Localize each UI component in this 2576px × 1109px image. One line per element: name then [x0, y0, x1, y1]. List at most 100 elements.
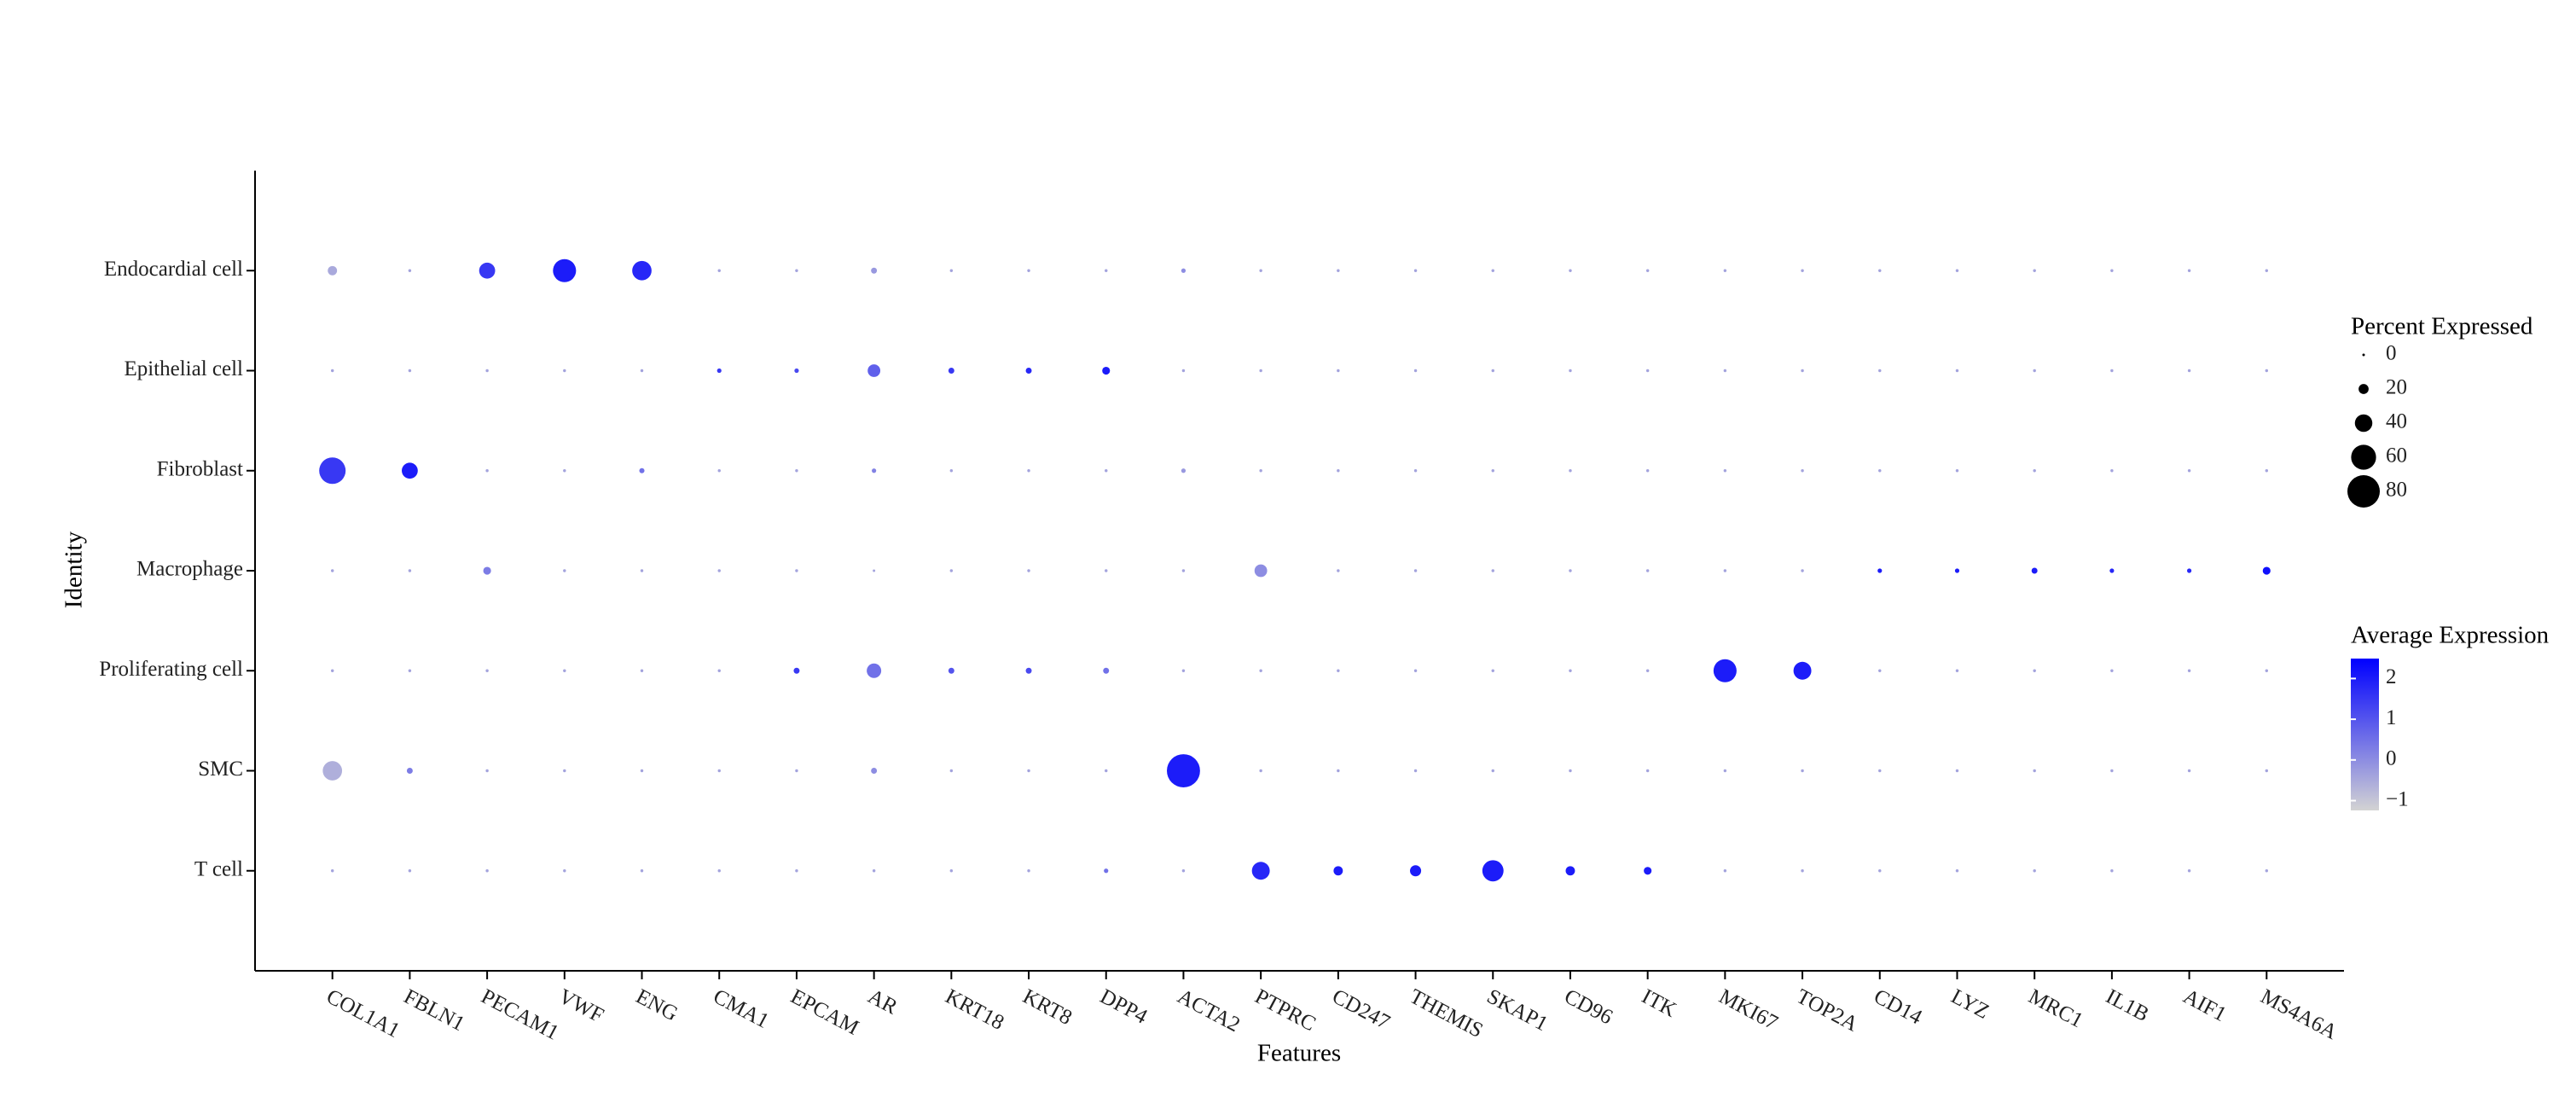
x-tick-label: CD247: [1328, 985, 1393, 1035]
dot: [1645, 469, 1650, 473]
dot: [1569, 469, 1572, 473]
dot: [1337, 569, 1340, 572]
dot: [949, 469, 954, 473]
dot: [2265, 869, 2269, 873]
dot: [485, 369, 489, 373]
x-tick-label: DPP4: [1096, 985, 1152, 1029]
dot: [1181, 369, 1186, 373]
dot: [873, 569, 876, 572]
dot: [1413, 469, 1418, 473]
size-legend-label: 0: [2386, 342, 2397, 365]
dot: [2262, 566, 2271, 575]
dot: [949, 869, 954, 873]
dot: [1259, 369, 1262, 373]
x-tick-label: LYZ: [1947, 985, 1993, 1024]
dot: [1491, 569, 1494, 572]
dot: [1337, 369, 1340, 373]
dot: [2033, 469, 2036, 473]
dot: [640, 769, 644, 773]
x-tick-label: FBLN1: [400, 985, 468, 1036]
dot: [1181, 468, 1186, 473]
dot: [563, 669, 566, 672]
dot: [1027, 469, 1030, 473]
dot: [2265, 769, 2269, 773]
dot: [1337, 469, 1340, 473]
dot: [563, 369, 566, 373]
dot: [328, 265, 338, 276]
y-tick-label: Endocardial cell: [104, 258, 243, 281]
dot: [1569, 269, 1572, 272]
dot: [330, 669, 334, 672]
dot: [1027, 569, 1030, 572]
dot: [1259, 669, 1262, 672]
x-tick-label: KRT8: [1019, 985, 1076, 1030]
dot: [2265, 269, 2269, 272]
dot: [640, 569, 644, 572]
dot: [639, 467, 645, 473]
size-legend-dot: [2347, 475, 2380, 508]
dot: [795, 469, 798, 473]
dot: [949, 569, 954, 572]
size-legend-title: Percent Expressed: [2351, 313, 2533, 340]
dot: [1723, 469, 1727, 473]
dot: [1723, 369, 1727, 373]
color-tick-label: −1: [2386, 787, 2409, 810]
x-tick-label: CMA1: [710, 985, 773, 1033]
x-tick-label: MS4A6A: [2257, 985, 2341, 1044]
dot: [1877, 568, 1883, 573]
x-tick-label: ENG: [632, 985, 682, 1026]
dot: [1103, 667, 1110, 674]
dot: [1955, 269, 1959, 272]
x-tick-label: AR: [864, 985, 902, 1019]
dot: [640, 869, 644, 873]
x-tick-label: IL1B: [2102, 985, 2152, 1027]
dot: [2033, 269, 2036, 272]
size-legend-label: 40: [2386, 410, 2407, 433]
dot: [1565, 866, 1575, 876]
dot: [485, 869, 489, 873]
dot: [717, 669, 721, 672]
dot: [408, 369, 412, 373]
y-tick-label: Macrophage: [136, 558, 243, 581]
dot: [563, 869, 566, 873]
dot: [563, 569, 566, 572]
dot: [1259, 469, 1262, 473]
dot: [2033, 869, 2036, 873]
x-tick-label: CD14: [1870, 985, 1926, 1030]
dot: [2186, 568, 2192, 573]
size-legend-dot: [2358, 384, 2369, 394]
dot: [2033, 369, 2036, 373]
dot: [2033, 769, 2036, 773]
dot: [2187, 669, 2191, 672]
dot: [408, 569, 412, 572]
dot: [1027, 769, 1030, 773]
y-tick-label: SMC: [198, 758, 243, 781]
dot: [717, 368, 722, 374]
dot: [1723, 869, 1727, 873]
dot: [1645, 669, 1650, 672]
dot: [1793, 661, 1812, 680]
x-tick-label: ACTA2: [1174, 985, 1244, 1037]
dot: [1413, 369, 1418, 373]
dot: [2187, 869, 2191, 873]
dot: [406, 768, 413, 774]
dot: [1801, 769, 1804, 773]
x-tick-label: PECAM1: [478, 985, 563, 1045]
dot: [1413, 669, 1418, 672]
dot: [1337, 669, 1340, 672]
dot: [1491, 469, 1494, 473]
dot: [2187, 769, 2191, 773]
dot: [640, 369, 644, 373]
x-tick-label: THEMIS: [1406, 985, 1487, 1043]
dot: [2109, 568, 2115, 573]
dot: [872, 468, 877, 473]
dot: [1801, 369, 1804, 373]
dot: [1413, 269, 1418, 272]
dot: [1569, 569, 1572, 572]
dot: [1025, 368, 1032, 374]
dot: [1181, 268, 1186, 273]
x-tick-label: SKAP1: [1483, 985, 1552, 1036]
dot: [1491, 669, 1494, 672]
size-legend-dot: [2362, 353, 2365, 357]
